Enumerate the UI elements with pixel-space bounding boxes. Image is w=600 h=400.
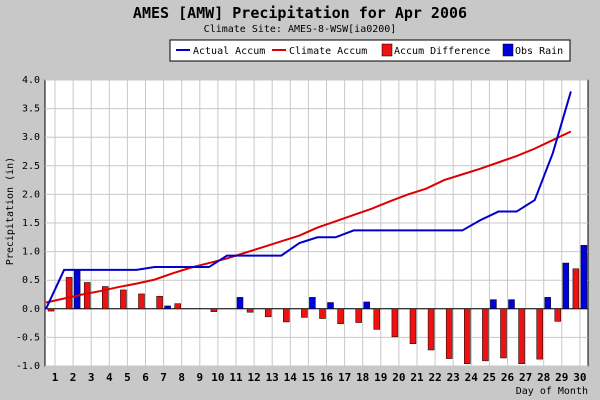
- obs-rain-bar: [327, 302, 334, 310]
- legend-box: [169, 39, 571, 62]
- accum-difference-bar: [264, 308, 272, 318]
- accum-difference-bar: [174, 303, 181, 310]
- y-tick-label: 1.5: [22, 218, 40, 229]
- x-tick-label: 20: [392, 371, 405, 384]
- x-tick-label: 12: [247, 371, 260, 384]
- x-tick-label: 30: [573, 371, 586, 384]
- x-tick-label: 9: [196, 371, 203, 384]
- accum-difference-bar: [301, 308, 308, 318]
- legend-label-actual-accum: Actual Accum: [193, 46, 265, 57]
- y-tick-label: -0.5: [16, 332, 40, 343]
- x-tick-label: 4: [106, 371, 113, 384]
- accum-difference-bar: [337, 308, 344, 324]
- y-tick-label: 0.5: [22, 275, 40, 286]
- accum-difference-bar: [482, 308, 489, 362]
- x-tick-label: 5: [124, 371, 131, 384]
- x-tick-label: 19: [374, 371, 387, 384]
- legend-label-obs-rain: Obs Rain: [515, 46, 563, 57]
- x-tick-label: 15: [302, 371, 315, 384]
- x-tick-label: 13: [266, 371, 279, 384]
- accum-difference-bar: [445, 308, 453, 359]
- accum-difference-bar: [210, 308, 218, 312]
- y-tick-label: -1.0: [16, 361, 40, 372]
- x-tick-label: 29: [555, 371, 568, 384]
- y-tick-label: 3.5: [22, 104, 40, 115]
- accum-difference-bar: [572, 268, 580, 310]
- accum-difference-bar: [83, 282, 91, 310]
- x-tick-label: 1: [52, 371, 59, 384]
- x-tick-label: 24: [465, 371, 479, 384]
- accum-difference-bar: [554, 308, 562, 322]
- obs-rain-bar: [73, 269, 81, 310]
- accum-difference-bar: [138, 293, 145, 310]
- accum-difference-bar: [120, 289, 127, 310]
- obs-rain-bar: [490, 299, 497, 310]
- actual-accum-line: [45, 91, 572, 310]
- x-tick-label: 28: [537, 371, 550, 384]
- x-tick-label: 18: [356, 371, 369, 384]
- accum-difference-bar: [65, 277, 73, 310]
- obs-rain-bar: [562, 262, 570, 310]
- x-tick-label: 16: [320, 371, 334, 384]
- chart-subtitle: Climate Site: AMES-8-WSW[ia0200]: [203, 24, 397, 35]
- accum-difference-bar: [427, 308, 435, 351]
- obs-rain-bar: [363, 301, 370, 310]
- x-tick-label: 10: [211, 371, 224, 384]
- y-tick-label: 4.0: [22, 75, 40, 86]
- accum-difference-bar: [319, 308, 326, 319]
- x-tick-label: 25: [483, 371, 496, 384]
- accum-difference-bar: [246, 308, 254, 313]
- accum-difference-bar: [373, 308, 381, 330]
- accum-difference-bar: [47, 308, 55, 312]
- y-tick-label: 0.0: [22, 304, 40, 315]
- accum-difference-bar: [355, 308, 362, 323]
- accum-difference-bar: [102, 286, 109, 310]
- y-tick-label: 2.5: [22, 161, 40, 172]
- y-tick-label: 1.0: [22, 247, 40, 258]
- obs-rain-bar: [309, 297, 316, 310]
- obs-rain-bar: [580, 245, 588, 310]
- x-tick-label: 7: [160, 371, 167, 384]
- x-tick-label: 2: [70, 371, 77, 384]
- chart-title: AMES [AMW] Precipitation for Apr 2006: [132, 4, 468, 22]
- accum-difference-bar: [518, 308, 525, 364]
- x-tick-label: 6: [142, 371, 149, 384]
- x-tick-label: 23: [447, 371, 460, 384]
- accum-difference-bar: [391, 308, 399, 338]
- x-tick-label: 8: [178, 371, 185, 384]
- x-tick-label: 27: [519, 371, 532, 384]
- legend-swatch-accum-difference: [381, 43, 393, 57]
- y-tick-label: 3.0: [22, 132, 40, 143]
- accum-difference-bar: [409, 308, 417, 344]
- x-tick-label: 11: [229, 371, 243, 384]
- legend-label-climate-accum: Climate Accum: [289, 46, 367, 57]
- x-tick-label: 14: [284, 371, 298, 384]
- legend-swatch-obs-rain: [502, 43, 514, 57]
- climate-accum-line: [45, 130, 572, 304]
- accum-difference-bar: [283, 308, 290, 323]
- obs-rain-bar: [544, 297, 551, 310]
- y-tick-label: 2.0: [22, 189, 40, 200]
- x-axis-label: Day of Month: [516, 386, 588, 397]
- y-axis-label: Precipitation (in): [5, 157, 16, 265]
- legend-label-accum-difference: Accum Difference: [394, 46, 490, 57]
- obs-rain-bar: [508, 299, 515, 310]
- accum-difference-bar: [536, 308, 543, 360]
- accum-difference-bar: [464, 308, 471, 364]
- obs-rain-bar: [164, 305, 171, 310]
- accum-difference-bar: [156, 295, 163, 310]
- x-tick-label: 21: [410, 371, 424, 384]
- accum-difference-bar: [500, 308, 507, 359]
- x-tick-label: 22: [428, 371, 441, 384]
- x-tick-label: 3: [88, 371, 95, 384]
- obs-rain-bar: [236, 297, 244, 310]
- x-tick-label: 26: [501, 371, 515, 384]
- x-tick-label: 17: [338, 371, 351, 384]
